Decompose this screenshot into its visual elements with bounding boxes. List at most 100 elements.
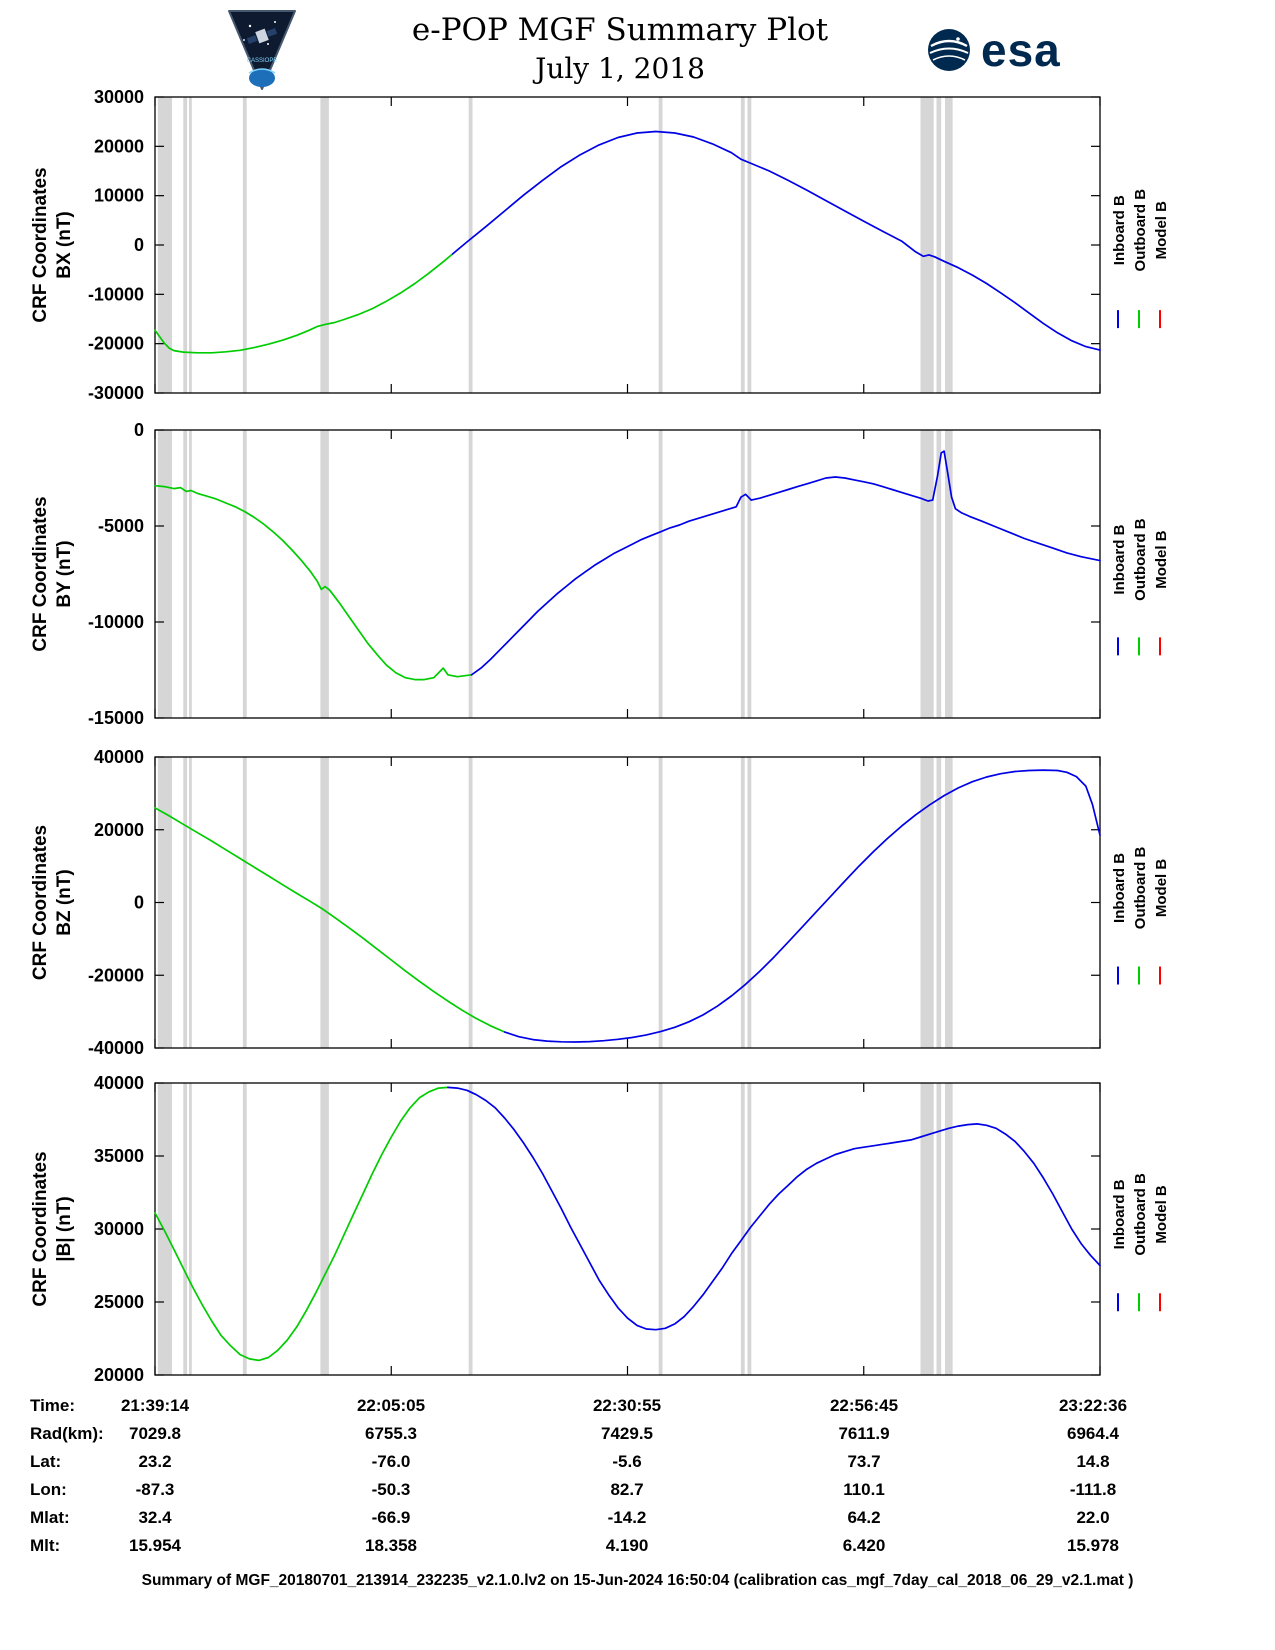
figure-date: July 1, 2018	[535, 52, 705, 85]
data-gap-band	[920, 430, 934, 718]
earth-limb-icon	[248, 68, 276, 74]
y-axis-label-line2: |B| (nT)	[54, 1196, 75, 1262]
data-gap-band	[740, 1083, 745, 1375]
y-tick-label: 40000	[94, 1073, 144, 1093]
cell-value: 22:56:45	[829, 1396, 899, 1415]
cell-value: -111.8	[1069, 1480, 1117, 1499]
y-tick-label: 0	[134, 235, 144, 255]
y-tick-label: 0	[134, 420, 144, 440]
y-axis-label-line1: CRF Coordinates	[30, 496, 51, 651]
y-tick-label: 20000	[94, 820, 144, 840]
data-gap-band	[945, 97, 953, 393]
cassiope-mission-patch-logo: CASSIOPE	[228, 10, 296, 90]
data-gap-band	[920, 1083, 934, 1375]
data-gap-band	[740, 430, 745, 718]
y-tick-label: 35000	[94, 1146, 144, 1166]
esa-logo: esa	[925, 26, 1061, 74]
data-gap-band	[658, 97, 663, 393]
legend-label: Model B	[1153, 201, 1170, 259]
data-gap-band	[747, 430, 752, 718]
satellite-panel	[246, 35, 258, 44]
y-tick-label: -15000	[88, 708, 144, 728]
data-gap-band	[183, 757, 188, 1048]
esa-globe-stripe	[932, 55, 966, 61]
data-gap-band	[189, 97, 192, 393]
y-tick-label: 20000	[94, 136, 144, 156]
star-icon	[267, 43, 269, 45]
plot-box	[154, 96, 1101, 394]
cell-value: 6755.3	[365, 1424, 417, 1443]
y-tick-label: -20000	[88, 965, 144, 985]
cell-value: 22:30:55	[592, 1396, 662, 1415]
cell-value: 4.190	[605, 1536, 649, 1555]
cell-value: 14.8	[1076, 1452, 1110, 1471]
data-gap-band	[242, 97, 247, 393]
y-tick-label: 30000	[94, 1219, 144, 1239]
series-inboard-b	[447, 1086, 1101, 1331]
cell-value: 7429.5	[601, 1424, 653, 1443]
table-row-rad: Rad(km): 7029.8 6755.3 7429.5 7611.9 696…	[0, 1420, 1275, 1448]
cell-value: -87.3	[135, 1480, 175, 1499]
data-gap-band	[945, 430, 953, 718]
table-row-mlat: Mlat: 32.4 -66.9 -14.2 64.2 22.0	[0, 1504, 1275, 1532]
row-label: Mlt:	[30, 1536, 61, 1555]
y-tick-label: 0	[134, 893, 144, 913]
legend-label: Inboard B	[1111, 195, 1128, 265]
cell-value: 73.7	[847, 1452, 881, 1471]
y-axis-label-line1: CRF Coordinates	[30, 825, 51, 980]
row-label: Lon:	[30, 1480, 67, 1499]
legend-label: Inboard B	[1111, 853, 1128, 923]
data-gap-band	[747, 97, 752, 393]
y-tick-label: 10000	[94, 186, 144, 206]
y-tick-label: -40000	[88, 1038, 144, 1058]
series-outboard-b	[154, 484, 473, 681]
data-gap-band	[920, 757, 934, 1048]
esa-wordmark: esa	[981, 24, 1061, 76]
data-gap-band	[183, 430, 188, 718]
patch-shield	[228, 10, 296, 90]
series-outboard-b	[154, 1086, 449, 1362]
cell-value: 64.2	[847, 1508, 881, 1527]
cell-value: 18.358	[365, 1536, 417, 1555]
cell-value: 7611.9	[838, 1424, 890, 1443]
cell-value: 32.4	[138, 1508, 172, 1527]
y-tick-label: -30000	[88, 383, 144, 403]
legend-label: Outboard B	[1132, 189, 1149, 272]
data-gap-band	[468, 1083, 473, 1375]
satellite-panel	[266, 28, 278, 37]
series-inboard-b	[451, 130, 1101, 351]
axis-annotation-table: Time: 21:39:14 22:05:05 22:30:55 22:56:4…	[0, 1392, 1275, 1560]
data-gap-band	[468, 430, 473, 718]
legend-label: Model B	[1153, 530, 1170, 588]
data-gap-band	[320, 1083, 329, 1375]
patch-title: CASSIOPE	[247, 58, 278, 64]
star-icon	[274, 21, 276, 23]
legend-label: Outboard B	[1132, 518, 1149, 601]
row-label: Time:	[30, 1396, 76, 1415]
cell-value: -66.9	[371, 1508, 411, 1527]
table-row-time: Time: 21:39:14 22:05:05 22:30:55 22:56:4…	[0, 1392, 1275, 1420]
cell-value: -14.2	[607, 1508, 647, 1527]
data-gap-band	[945, 757, 953, 1048]
cell-value: 21:39:14	[120, 1396, 190, 1415]
cell-value: 110.1	[843, 1480, 885, 1499]
legend-label: Outboard B	[1132, 847, 1149, 930]
plot-bmag: 40000 35000 30000 25000 20000 CRF Coordinates…	[30, 1073, 1170, 1385]
data-gap-band	[183, 97, 188, 393]
plot-bx: 30000 20000 10000 0 -10000 -20000 -30000 CRF Co…	[30, 87, 1170, 403]
legend-label: Inboard B	[1111, 524, 1128, 594]
y-tick-label: 25000	[94, 1292, 144, 1312]
esa-globe-ball	[928, 29, 970, 71]
series-inboard-b	[503, 769, 1101, 1043]
row-label: Mlat:	[30, 1508, 70, 1527]
cell-value: 23:22:36	[1058, 1396, 1128, 1415]
cell-value: 22:05:05	[356, 1396, 426, 1415]
series-inboard-b	[470, 450, 1101, 676]
cell-value: 22.0	[1076, 1508, 1110, 1527]
plot-box	[154, 756, 1101, 1049]
esa-globe-dot	[956, 37, 960, 41]
y-tick-label: -10000	[88, 612, 144, 632]
y-tick-label: 30000	[94, 87, 144, 107]
y-axis-label-line2: BZ (nT)	[54, 869, 75, 935]
